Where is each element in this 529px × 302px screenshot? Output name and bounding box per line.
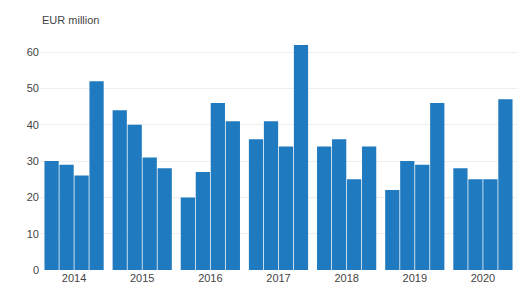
svg-text:50: 50 xyxy=(27,82,39,94)
svg-text:20: 20 xyxy=(27,191,39,203)
svg-text:EUR million: EUR million xyxy=(42,14,99,26)
svg-text:2016: 2016 xyxy=(198,272,222,284)
svg-text:2017: 2017 xyxy=(266,272,290,284)
svg-text:10: 10 xyxy=(27,228,39,240)
svg-text:60: 60 xyxy=(27,46,39,58)
svg-text:30: 30 xyxy=(27,155,39,167)
svg-text:0: 0 xyxy=(33,264,39,276)
svg-text:2014: 2014 xyxy=(62,272,86,284)
svg-text:2019: 2019 xyxy=(403,272,427,284)
svg-text:40: 40 xyxy=(27,119,39,131)
svg-text:2018: 2018 xyxy=(334,272,358,284)
svg-text:2015: 2015 xyxy=(130,272,154,284)
svg-text:2020: 2020 xyxy=(471,272,495,284)
